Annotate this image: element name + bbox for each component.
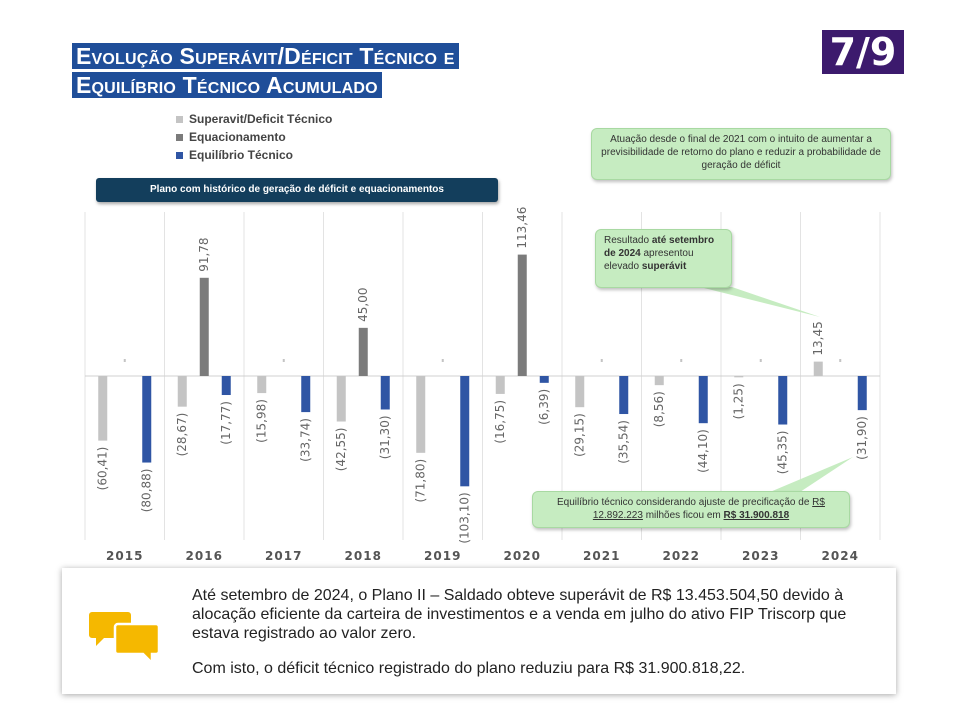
x-tick-label: 2021 [583,549,620,563]
bar-equacionamento [358,327,368,376]
bar-zero-marker [600,359,603,362]
bar-superavit [416,376,426,453]
data-label: (31,30) [378,415,392,459]
bar-equilibrio [778,376,788,425]
bar-superavit [177,376,187,407]
bar-equilibrio [142,376,152,463]
summary-paragraph-1: Até setembro de 2024, o Plano II – Salda… [192,587,847,642]
legend-item-equilibrio: Equilíbrio Técnico [176,146,332,164]
bar-superavit [654,376,664,386]
legend-item-superavit: Superavit/Deficit Técnico [176,110,332,128]
data-label: (71,80) [414,459,428,503]
bar-superavit [336,376,346,422]
bar-equilibrio [460,376,470,487]
callout-pointer-equilibrio [770,457,853,492]
bar-equacionamento [199,277,209,376]
data-label: (28,67) [175,413,189,457]
bar-zero-marker [282,359,285,362]
bar-superavit [813,361,823,376]
data-label: (33,74) [299,418,313,462]
page-title-line2: Equilíbrio Técnico Acumulado [72,71,542,99]
legend-swatch-equacionamento [176,133,183,141]
summary-paragraph-2: Com isto, o déficit técnico registrado d… [192,660,746,677]
x-tick-label: 2016 [186,549,223,563]
data-label: (29,15) [573,413,587,457]
bar-equacionamento [517,254,527,376]
data-label: (103,10) [458,492,472,543]
legend-label-equacionamento: Equacionamento [189,130,286,144]
data-label: (1,25) [732,383,746,419]
callout-atuacao: Atuação desde o final de 2021 com o intu… [591,128,891,180]
chart-x-axis: 2015 2016 2017 2018 2019 2020 2021 2022 2023 2024 [106,549,859,563]
data-label: 113,46 [515,207,529,249]
bar-zero-marker [839,359,842,362]
x-tick-label: 2018 [345,549,382,563]
data-label: (31,90) [855,416,869,460]
data-label: (8,56) [652,391,666,427]
callout-pointers [700,287,853,492]
callout-pointer-resultado [700,287,820,317]
bar-equilibrio [539,376,549,383]
data-label: 13,45 [811,321,825,355]
x-tick-label: 2023 [742,549,779,563]
data-label: (60,41) [96,447,110,491]
bar-zero-marker [759,359,762,362]
chart-grid [84,212,881,540]
x-tick-label: 2017 [265,549,302,563]
bar-equilibrio [619,376,629,415]
chat-bubbles-icon [89,612,161,667]
bar-superavit [575,376,585,408]
x-tick-label: 2022 [663,549,700,563]
data-label: (16,75) [493,400,507,444]
legend-swatch-superavit [176,115,183,123]
callout-historico: Plano com histórico de geração de défici… [96,178,498,202]
bar-equilibrio [221,376,231,396]
bar-superavit [257,376,267,394]
bar-equilibrio [698,376,708,424]
data-label: (42,55) [334,428,348,472]
chart-legend: Superavit/Deficit Técnico Equacionamento… [176,110,332,164]
x-tick-label: 2020 [504,549,541,563]
bar-equilibrio [857,376,867,411]
page-number-badge: 7/9 [822,30,904,74]
bar-zero-marker [680,359,683,362]
bar-superavit [734,376,744,378]
bar-zero-marker [441,359,444,362]
page-title-line1: Evolução Superávit/Déficit Técnico e [72,42,542,70]
chart-data-labels: (60,41) (80,88) (28,67) 91,78 (17,77) (15,98)… [96,207,870,544]
x-tick-label: 2019 [424,549,461,563]
bar-equilibrio [380,376,390,410]
data-label: 45,00 [356,287,370,321]
bar-zero-marker [123,359,126,362]
data-label: (15,98) [255,399,269,443]
summary-box: Até setembro de 2024, o Plano II – Salda… [62,568,896,694]
x-tick-label: 2024 [822,549,859,563]
data-label: (44,10) [696,429,710,473]
chart-bars [98,254,867,487]
legend-label-equilibrio: Equilíbrio Técnico [189,148,294,162]
callout-equilibrio: Equilíbrio técnico considerando ajuste d… [532,491,850,528]
data-label: (35,54) [617,420,631,464]
bar-equilibrio [301,376,311,413]
data-label: 91,78 [197,237,211,271]
data-label: (6,39) [537,389,551,425]
data-label: (45,35) [776,431,790,475]
data-label: (17,77) [219,401,233,445]
bar-superavit [98,376,108,441]
data-label: (80,88) [140,469,154,513]
bar-superavit [495,376,505,394]
x-tick-label: 2015 [106,549,143,563]
legend-item-equacionamento: Equacionamento [176,128,332,146]
callout-resultado: Resultado até setembro de 2024 apresento… [595,229,732,288]
legend-label-superavit: Superavit/Deficit Técnico [189,112,333,126]
legend-swatch-equilibrio [176,151,183,159]
